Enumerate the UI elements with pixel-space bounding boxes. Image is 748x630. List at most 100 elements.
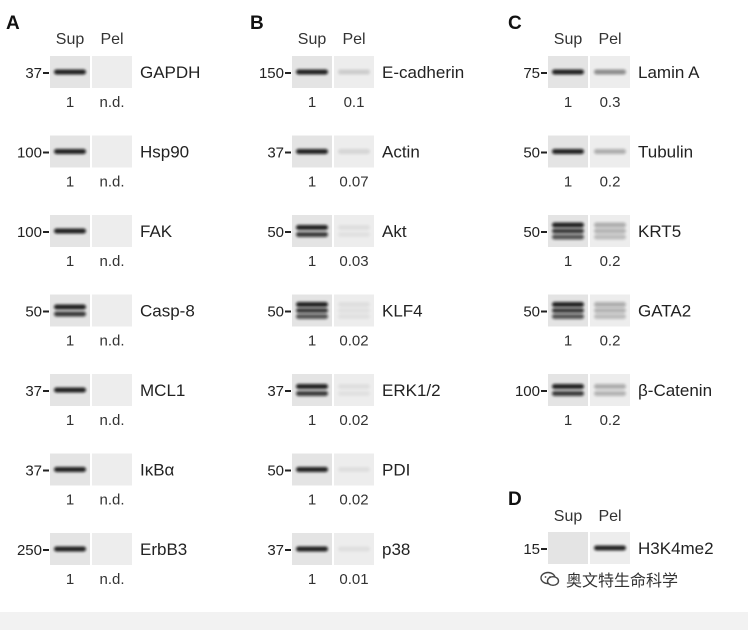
sup-value: 1 bbox=[564, 253, 572, 270]
band-sup bbox=[296, 314, 328, 319]
footer-bar bbox=[0, 612, 748, 630]
blot-row: 15 H3K4me2 bbox=[523, 532, 714, 564]
panel-letter: B bbox=[250, 13, 264, 34]
protein-label: KLF4 bbox=[382, 302, 423, 321]
pel-lane bbox=[92, 453, 132, 486]
protein-label: Hsp90 bbox=[140, 143, 189, 162]
band-sup bbox=[296, 149, 328, 154]
panel-a: A Sup Pel 37 GAPDH 1 n.d. 100 Hsp90 1 n.d. 100 FAK 1 n… bbox=[6, 13, 200, 588]
blot-row: 150 E-cadherin 1 0.1 bbox=[259, 56, 464, 111]
blot-row: 100 Hsp90 1 n.d. bbox=[17, 135, 189, 191]
lane-header-sup: Sup bbox=[298, 31, 327, 48]
size-marker-label: 100 bbox=[17, 224, 42, 241]
band-sup bbox=[296, 225, 328, 230]
lane-header-pel: Pel bbox=[100, 31, 123, 48]
sup-value: 1 bbox=[66, 492, 74, 509]
pel-lane bbox=[590, 374, 630, 406]
band-sup bbox=[296, 302, 328, 307]
band-sup bbox=[552, 234, 584, 240]
band-sup bbox=[552, 391, 584, 396]
pel-value: n.d. bbox=[99, 333, 124, 350]
protein-label: Actin bbox=[382, 143, 420, 162]
blot-row: 37 MCL1 1 n.d. bbox=[25, 374, 185, 429]
band-pel bbox=[594, 391, 626, 396]
pel-value: n.d. bbox=[99, 94, 124, 111]
band-sup bbox=[296, 232, 328, 237]
sup-value: 1 bbox=[564, 412, 572, 429]
sup-lane bbox=[548, 374, 588, 406]
protein-label: ErbB3 bbox=[140, 540, 187, 559]
blot-row: 50 Casp-8 1 n.d. bbox=[25, 294, 195, 350]
protein-label: H3K4me2 bbox=[638, 539, 714, 558]
lane-header-pel: Pel bbox=[342, 31, 365, 48]
band-pel bbox=[594, 384, 626, 389]
blot-row: 37 IκBα 1 n.d. bbox=[25, 453, 175, 509]
band-pel bbox=[338, 302, 370, 307]
band-sup bbox=[54, 228, 86, 234]
blot-row: 50 KLF4 1 0.02 bbox=[267, 294, 423, 350]
band-pel bbox=[338, 546, 370, 552]
panel-letter: A bbox=[6, 13, 20, 34]
pel-value: 0.02 bbox=[339, 492, 368, 509]
band-pel bbox=[338, 467, 370, 472]
lane-header-pel: Pel bbox=[598, 508, 621, 525]
blot-row: 100 β-Catenin 1 0.2 bbox=[515, 374, 712, 429]
pel-value: 0.03 bbox=[339, 253, 368, 270]
size-marker-label: 37 bbox=[25, 383, 42, 400]
blot-row: 37 GAPDH 1 n.d. bbox=[25, 56, 200, 111]
pel-value: n.d. bbox=[99, 412, 124, 429]
protein-label: Akt bbox=[382, 222, 407, 241]
sup-value: 1 bbox=[308, 174, 316, 191]
band-sup bbox=[552, 149, 584, 154]
sup-value: 1 bbox=[564, 174, 572, 191]
band-pel bbox=[594, 545, 626, 551]
size-marker-label: 250 bbox=[17, 542, 42, 559]
sup-value: 1 bbox=[66, 174, 74, 191]
band-sup bbox=[54, 311, 86, 317]
size-marker-label: 50 bbox=[25, 304, 42, 321]
size-marker-label: 50 bbox=[267, 304, 284, 321]
sup-value: 1 bbox=[564, 333, 572, 350]
sup-value: 1 bbox=[564, 94, 572, 111]
band-sup bbox=[552, 69, 584, 75]
blot-row: 37 Actin 1 0.07 bbox=[267, 135, 420, 191]
panel-c: C Sup Pel 75 Lamin A 1 0.3 50 Tubulin 1 0.2 50 KRT5 1… bbox=[508, 13, 712, 429]
protein-label: MCL1 bbox=[140, 381, 185, 400]
band-sup bbox=[552, 222, 584, 228]
band-sup bbox=[296, 308, 328, 313]
protein-label: Tubulin bbox=[638, 143, 693, 162]
protein-label: E-cadherin bbox=[382, 63, 464, 82]
size-marker-label: 75 bbox=[523, 65, 540, 82]
protein-label: FAK bbox=[140, 222, 173, 241]
sup-value: 1 bbox=[66, 333, 74, 350]
band-sup bbox=[552, 384, 584, 389]
sup-lane bbox=[292, 215, 332, 247]
protein-label: PDI bbox=[382, 461, 410, 480]
panel-letter: C bbox=[508, 13, 522, 34]
band-sup bbox=[54, 149, 86, 154]
wechat-icon bbox=[540, 571, 560, 587]
blot-row: 250 ErbB3 1 n.d. bbox=[17, 533, 187, 588]
size-marker-label: 15 bbox=[523, 541, 540, 558]
band-pel bbox=[338, 391, 370, 396]
blot-row: 50 Tubulin 1 0.2 bbox=[523, 135, 693, 191]
pel-value: 0.2 bbox=[600, 412, 621, 429]
band-pel bbox=[338, 232, 370, 237]
band-sup bbox=[54, 467, 86, 472]
size-marker-label: 50 bbox=[523, 145, 540, 162]
blot-row: 50 PDI 1 0.02 bbox=[267, 453, 410, 509]
sup-value: 1 bbox=[308, 492, 316, 509]
pel-value: 0.1 bbox=[344, 94, 365, 111]
pel-lane bbox=[92, 56, 132, 88]
protein-label: GATA2 bbox=[638, 302, 691, 321]
pel-value: 0.01 bbox=[339, 571, 368, 588]
pel-value: n.d. bbox=[99, 492, 124, 509]
band-sup bbox=[296, 391, 328, 396]
band-sup bbox=[552, 314, 584, 319]
pel-lane bbox=[334, 215, 374, 247]
sup-lane bbox=[548, 532, 588, 564]
sup-value: 1 bbox=[308, 253, 316, 270]
blot-row: 75 Lamin A 1 0.3 bbox=[523, 56, 700, 111]
